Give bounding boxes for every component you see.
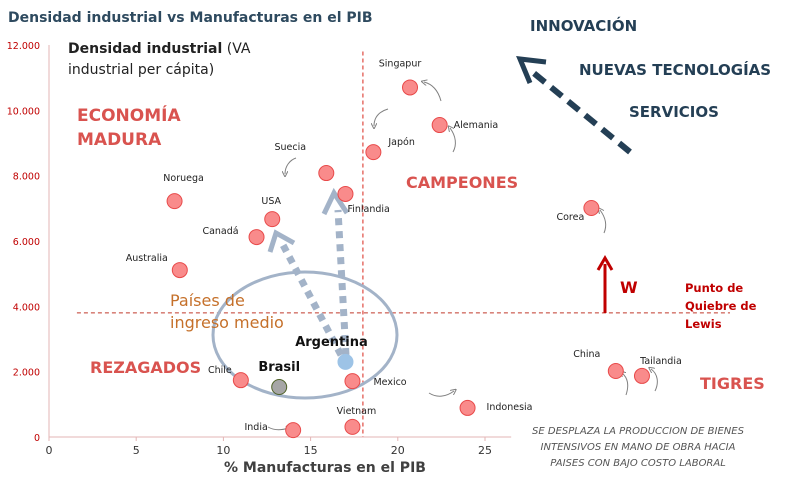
annotations: Densidad industrial (VA industrial per c… [68,16,771,469]
point-argentina [337,353,354,370]
trajectory-arrows [267,187,350,357]
argentina-to-finlandia-arrow [334,209,350,356]
point-label-singapur: Singapur [379,58,422,69]
label-lewis: Punto de [685,281,743,295]
x-tick-label: 15 [304,444,318,457]
arrowhead-icon [516,56,547,84]
point-label-mexico: Mexico [373,377,406,388]
point-alemania [431,117,448,134]
point-japon [365,144,382,161]
point-vietnam [344,418,361,435]
point-india [285,422,302,439]
x-tick-label: 20 [391,444,405,457]
x-tick-label: 25 [478,444,492,457]
note-line-3: PAISES CON BAJO COSTO LABORAL [550,458,726,469]
point-label-tailandia: Tailandia [639,356,682,367]
label-innovacion: INNOVACIÓN [530,16,637,35]
label-w: W [620,278,638,297]
chart-title: Densidad industrial vs Manufacturas en e… [8,10,373,26]
reference-lines [76,51,730,437]
y-tick-label: 4.000 [13,302,40,313]
data-points: Singapur Alemania Japón Suecia Finlandia Noru… [126,58,682,439]
label-lewis-2: Quiebre de [685,299,757,313]
x-tick-label: 10 [216,444,230,457]
point-label-corea: Corea [556,212,584,223]
point-label-argentina: Argentina [295,335,368,350]
point-label-alemania: Alemania [454,120,499,131]
label-paises-ingreso-medio-2: ingreso medio [170,313,284,332]
point-label-suecia: Suecia [274,142,306,153]
label-rezagados: REZAGADOS [90,358,201,377]
y-tick-label: 10.000 [7,106,40,117]
point-indonesia [459,399,476,416]
point-china [607,363,624,380]
point-label-china: China [573,349,600,360]
point-chile [232,372,249,389]
x-tick-label: 0 [46,444,53,457]
point-suecia [318,165,335,182]
y-tick-label: 2.000 [13,368,40,379]
label-paises-ingreso-medio: Países de [170,291,245,310]
point-label-indonesia: Indonesia [487,402,533,413]
arrowhead-icon [267,229,296,253]
label-economia-madura-2: MADURA [77,130,162,150]
y-axis-label: Densidad industrial (VA [68,41,251,57]
point-label-finlandia: Finlandia [347,204,389,215]
label-economia-madura: ECONOMÍA [77,104,181,126]
point-label-chile: Chile [208,365,232,376]
point-finlandia [337,185,354,202]
x-tick-label: 5 [133,444,140,457]
label-campeones: CAMPEONES [406,173,518,192]
innovation-arrow [516,56,632,155]
point-usa [264,211,281,228]
x-axis-label: % Manufacturas en el PIB [224,460,426,476]
movement-arrows [267,82,658,430]
point-noruega [166,193,183,210]
point-tailandia [633,367,650,384]
y-tick-label: 8.000 [13,172,40,183]
label-nuevas-tecnologias: NUEVAS TECNOLOGÍAS [579,60,771,79]
point-singapur [402,79,419,96]
y-tick-label: 6.000 [13,237,40,248]
note-line-1: SE DESPLAZA LA PRODUCCION DE BIENES [532,426,745,437]
arrowhead-icon [321,187,350,216]
label-servicios: SERVICIOS [629,103,719,121]
y-axis-label-line2: industrial per cápita) [68,62,214,78]
y-tick-label: 0 [34,433,40,444]
label-lewis-3: Lewis [685,317,722,331]
point-label-canada: Canadá [202,226,238,237]
point-label-india: India [244,422,267,433]
axes: 0 5 10 15 20 25 0 2.000 4.000 6.000 8.000 10.000 12.… [7,41,512,457]
point-label-noruega: Noruega [163,173,204,184]
point-label-japon: Japón [387,137,415,148]
middle-income-ellipse [211,270,399,400]
wage-arrow [596,255,614,313]
label-tigres: TIGRES [700,374,765,393]
point-label-vietnam: Vietnam [337,406,377,417]
point-mexico [344,373,361,390]
point-label-usa: USA [261,196,281,207]
point-label-brasil: Brasil [258,360,300,375]
point-label-australia: Australia [126,253,168,264]
point-canada [248,229,265,246]
point-corea [583,200,600,217]
point-australia [171,262,188,279]
point-brasil [271,379,288,396]
y-tick-label: 12.000 [7,41,40,52]
note-line-2: INTENSIVOS EN MANO DE OBRA HACIA [541,442,736,453]
